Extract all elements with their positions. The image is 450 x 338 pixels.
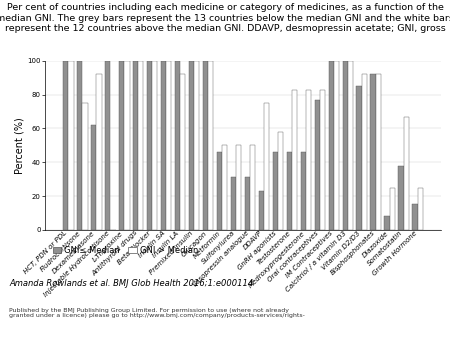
Bar bbox=[273, 152, 278, 230]
Bar bbox=[124, 61, 130, 230]
Bar bbox=[334, 61, 339, 230]
Bar bbox=[306, 90, 311, 230]
Bar bbox=[250, 145, 255, 230]
Bar bbox=[362, 74, 367, 230]
Bar bbox=[278, 132, 283, 230]
Bar bbox=[147, 61, 152, 230]
Bar bbox=[418, 188, 423, 230]
Bar bbox=[203, 61, 208, 230]
Bar bbox=[161, 61, 166, 230]
Y-axis label: Percent (%): Percent (%) bbox=[14, 117, 25, 174]
Bar bbox=[376, 74, 381, 230]
Bar bbox=[342, 61, 348, 230]
Bar bbox=[348, 61, 353, 230]
Bar bbox=[96, 74, 102, 230]
Bar bbox=[390, 188, 395, 230]
Bar bbox=[287, 152, 292, 230]
Bar bbox=[412, 204, 418, 230]
Text: Published by the BMJ Publishing Group Limited. For permission to use (where not : Published by the BMJ Publishing Group Li… bbox=[9, 308, 305, 318]
Bar bbox=[264, 103, 269, 230]
Bar bbox=[328, 61, 334, 230]
Bar bbox=[301, 152, 306, 230]
Text: Global: Global bbox=[354, 301, 391, 311]
Bar bbox=[105, 61, 110, 230]
Bar bbox=[404, 117, 409, 230]
Bar bbox=[194, 61, 199, 230]
Bar bbox=[320, 90, 325, 230]
Bar bbox=[166, 61, 171, 230]
Bar bbox=[133, 61, 138, 230]
Bar bbox=[222, 145, 227, 230]
Bar bbox=[245, 177, 250, 230]
Bar bbox=[68, 61, 74, 230]
Bar bbox=[152, 61, 158, 230]
Legend: GNI≤ Median, GNI > Median: GNI≤ Median, GNI > Median bbox=[49, 242, 202, 258]
Text: Health: Health bbox=[353, 316, 392, 327]
Text: Per cent of countries including each medicine or category of medicines, as a fun: Per cent of countries including each med… bbox=[0, 3, 450, 33]
Bar bbox=[398, 166, 404, 230]
Bar bbox=[189, 61, 194, 230]
Bar bbox=[138, 61, 144, 230]
Bar bbox=[384, 216, 390, 230]
Bar bbox=[231, 177, 236, 230]
Bar bbox=[370, 74, 376, 230]
Bar bbox=[175, 61, 180, 230]
Bar bbox=[63, 61, 68, 230]
Bar bbox=[259, 191, 264, 230]
Bar bbox=[208, 61, 213, 230]
Bar bbox=[236, 145, 241, 230]
Text: BMJ: BMJ bbox=[358, 282, 387, 296]
Bar bbox=[356, 86, 362, 230]
Bar bbox=[119, 61, 124, 230]
Bar bbox=[292, 90, 297, 230]
Bar bbox=[217, 152, 222, 230]
Bar bbox=[91, 125, 96, 230]
Bar bbox=[180, 74, 185, 230]
Bar bbox=[315, 100, 320, 230]
Text: Amanda Rowlands et al. BMJ Glob Health 2016;1:e000114: Amanda Rowlands et al. BMJ Glob Health 2… bbox=[9, 279, 253, 288]
Bar bbox=[77, 61, 82, 230]
Bar bbox=[82, 103, 88, 230]
